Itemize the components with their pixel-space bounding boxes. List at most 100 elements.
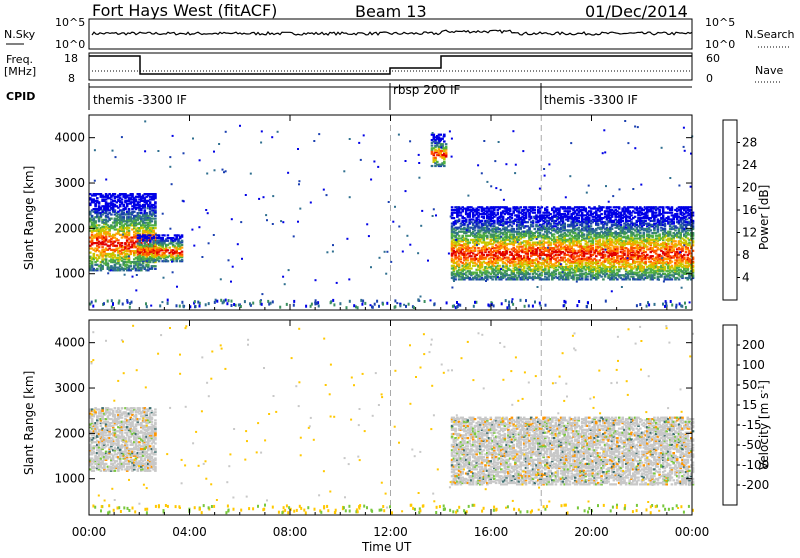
data-cell (581, 270, 584, 272)
data-cell (167, 234, 170, 236)
data-cell (546, 209, 549, 211)
data-cell (441, 143, 444, 145)
data-cell (458, 218, 461, 220)
nave-tick-bottom: 0 (706, 72, 713, 85)
data-cell (443, 140, 446, 142)
data-cell (534, 212, 537, 214)
data-cell (445, 146, 448, 148)
data-cell (151, 220, 154, 222)
data-cell (630, 214, 633, 216)
data-cell (128, 208, 131, 210)
station-title: Fort Hays West (fitACF) (92, 1, 277, 20)
cpid-mode-2: rbsp 200 IF (393, 83, 460, 97)
data-cell (149, 234, 152, 236)
data-cell (539, 232, 542, 234)
data-cell (535, 258, 538, 260)
data-cell (586, 278, 589, 280)
freq-tick-top: 18 (64, 52, 78, 65)
data-cell (131, 239, 134, 241)
data-cell (643, 266, 646, 268)
data-cell (623, 250, 626, 252)
data-cell (604, 254, 607, 256)
data-cell (632, 232, 635, 234)
data-cell (581, 212, 584, 214)
data-cell (613, 257, 616, 259)
data-cell (154, 201, 157, 203)
data-cell (570, 265, 573, 267)
data-cell (577, 227, 580, 229)
data-cell (523, 266, 526, 268)
data-cell (599, 239, 602, 241)
data-cell (611, 228, 614, 230)
data-cell (549, 213, 552, 215)
data-cell (128, 227, 131, 229)
data-cell (135, 198, 138, 200)
data-cell (114, 209, 117, 211)
data-cell (101, 265, 104, 267)
nave-tick-top: 60 (706, 52, 720, 65)
data-cell (599, 259, 602, 261)
data-cell (147, 264, 150, 266)
data-cell (519, 206, 522, 208)
data-cell (96, 197, 99, 199)
data-cell (530, 216, 533, 218)
data-cell (467, 239, 470, 241)
data-cell (588, 217, 591, 219)
data-cell (553, 233, 556, 235)
data-cell (145, 212, 148, 214)
nave-label: Nave (755, 64, 783, 77)
data-cell (541, 274, 544, 276)
cpid-mode-1: themis -3300 IF (93, 93, 187, 107)
nsearch-label: N.Search (745, 28, 795, 41)
data-cell (465, 218, 468, 220)
data-cell (579, 243, 582, 245)
data-cell (602, 251, 605, 253)
data-cell (497, 262, 500, 264)
data-cell (96, 268, 99, 270)
data-cell (509, 208, 512, 210)
data-cell (154, 227, 157, 229)
data-cell (609, 247, 612, 249)
data-cell (616, 246, 619, 248)
data-cell (493, 212, 496, 214)
data-cell (602, 278, 605, 280)
data-cell (461, 235, 464, 237)
data-cell (577, 217, 580, 219)
data-cell (101, 246, 104, 248)
data-cell (451, 206, 454, 208)
data-cell (434, 157, 437, 159)
data-cell (546, 206, 549, 208)
data-cell (93, 253, 96, 255)
data-cell (597, 223, 600, 225)
data-cell (505, 263, 508, 265)
data-cell (541, 206, 544, 208)
data-cell (91, 261, 94, 263)
data-cell (644, 251, 647, 253)
date-label: 01/Dec/2014 (585, 2, 688, 21)
data-cell (511, 217, 514, 219)
data-cell (627, 235, 630, 237)
data-cell (154, 220, 157, 222)
data-cell (445, 151, 448, 153)
data-cell (650, 229, 653, 231)
freq-tick-bottom: 8 (68, 72, 75, 85)
data-cell (458, 235, 461, 237)
data-cell (181, 259, 184, 261)
data-cell (592, 247, 595, 249)
data-cell (481, 220, 484, 222)
data-cell (117, 239, 120, 241)
data-cell (154, 265, 157, 267)
data-cell (621, 220, 624, 222)
data-cell (639, 244, 642, 246)
data-cell (443, 161, 446, 163)
data-cell (502, 216, 505, 218)
data-cell (146, 248, 149, 250)
data-cell (154, 209, 157, 211)
data-cell (105, 258, 108, 260)
data-cell (139, 240, 142, 242)
data-cell (590, 225, 593, 227)
data-cell (583, 233, 586, 235)
data-cell (643, 232, 646, 234)
data-cell (644, 261, 647, 263)
